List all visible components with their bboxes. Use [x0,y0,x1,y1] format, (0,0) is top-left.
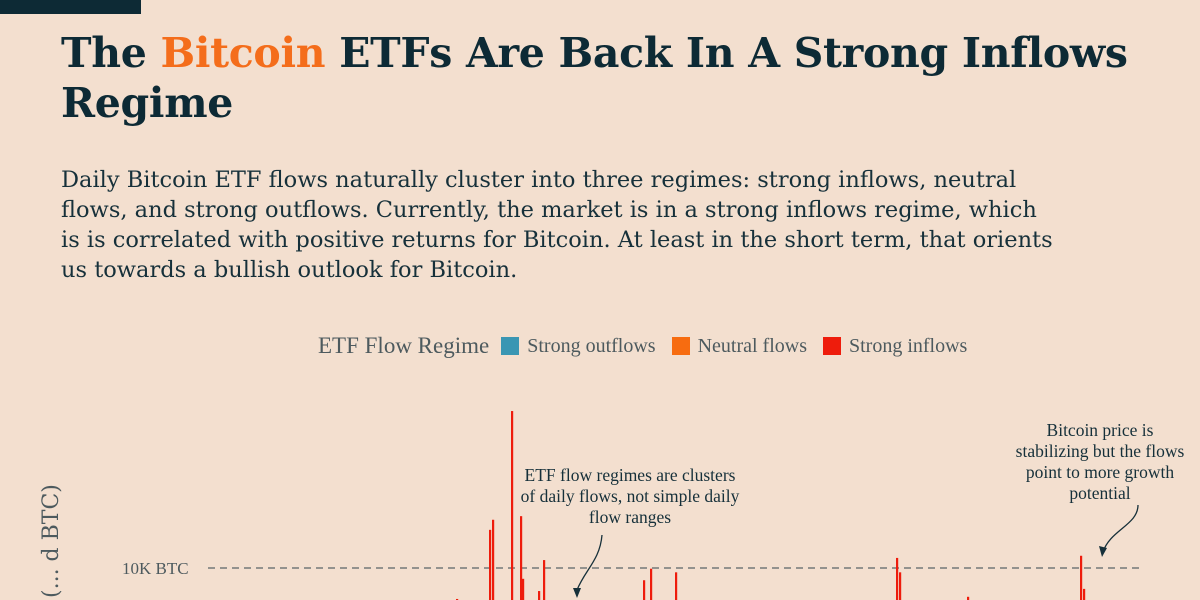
flow-bar [650,568,653,600]
legend-title: ETF Flow Regime [318,333,490,358]
annotation-arrow-right [1102,504,1139,553]
reference-line-label: 10K BTC [122,559,189,578]
flow-bar [492,519,495,600]
flow-bar [489,529,492,600]
bars-group [456,411,1086,600]
flow-bar [643,580,646,600]
legend-label-strong-inflows: Strong inflows [849,334,968,357]
chart-legend: ETF Flow Regime Strong outflows Neutral … [318,333,979,359]
flow-bar [511,411,514,600]
title-suffix: ETFs Are Back In A Strong Inflows Regime [61,29,1128,127]
legend-label-strong-outflows: Strong outflows [527,334,656,357]
title-prefix: The [61,29,161,77]
page-title: The Bitcoin ETFs Are Back In A Strong In… [61,28,1181,128]
flow-bar [456,598,459,600]
flow-bar [522,578,525,600]
legend-label-neutral-flows: Neutral flows [697,334,807,357]
legend-swatch-neutral-flows [671,337,690,355]
legend-swatch-strong-outflows [501,337,520,355]
flow-bar [543,560,546,600]
flow-bar [1083,588,1086,600]
flow-bar [967,596,970,600]
annotation-arrowhead-left [573,588,581,598]
flow-bar [538,591,541,600]
annotation-regimes: ETF flow regimes are clusters of daily f… [520,465,740,527]
flow-bar [675,572,678,600]
subtitle: Daily Bitcoin ETF flows naturally cluste… [61,167,1053,283]
flow-bar [896,557,899,600]
legend-swatch-strong-inflows [823,337,841,355]
flow-bar [520,516,523,600]
flow-bar [1080,555,1083,600]
top-accent-bar [0,0,141,14]
flow-bar [899,572,902,600]
annotation-arrow-left [576,534,603,591]
annotation-growth: Bitcoin price is stabilizing but the flo… [1015,420,1185,503]
title-highlight: Bitcoin [160,29,326,77]
annotation-arrowhead-right [1099,546,1107,557]
